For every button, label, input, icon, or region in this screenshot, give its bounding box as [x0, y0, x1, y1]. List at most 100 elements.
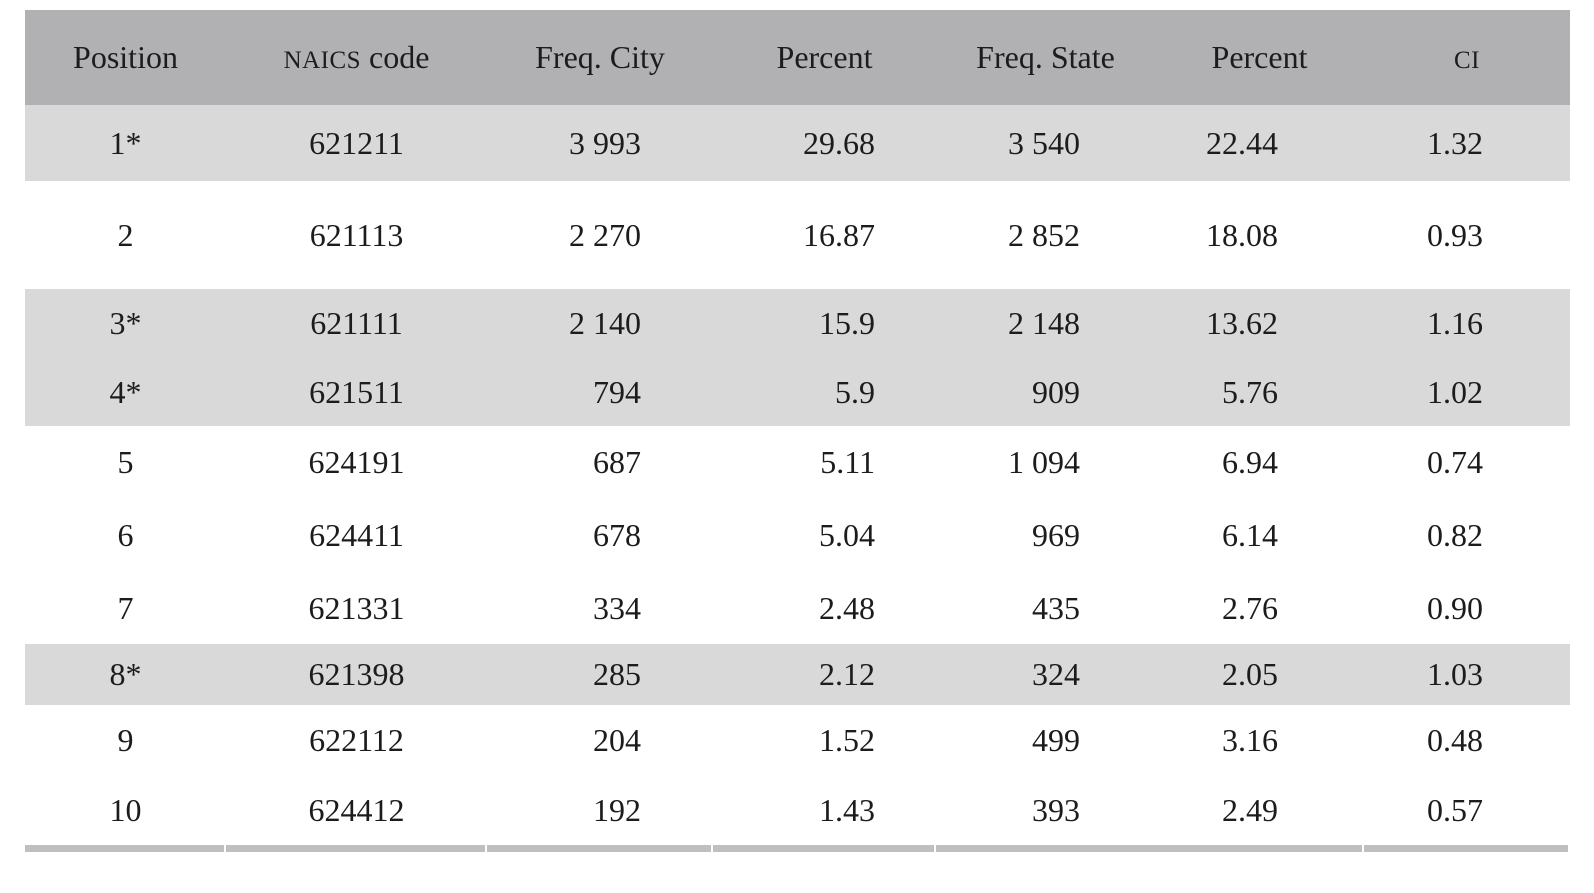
cell-freq-city: 2 270	[569, 216, 641, 253]
cell-freq-state: 1 094	[1008, 444, 1080, 480]
cell-freq-city: 678	[593, 517, 641, 553]
cell-naics-code: 624412	[308, 791, 405, 828]
cell-position: 8*	[109, 656, 142, 692]
cell-percent-state: 2.49	[1222, 791, 1278, 828]
cell-ci: 1.16	[1427, 305, 1483, 341]
cell-ci: 0.74	[1427, 444, 1483, 480]
cell-naics-code: 621398	[308, 656, 405, 692]
cell-freq-state: 2 148	[1008, 305, 1080, 341]
cell-freq-city: 794	[593, 373, 641, 410]
cell-position: 1*	[109, 124, 142, 161]
cell-naics-code: 621511	[309, 373, 404, 410]
column-header-ci: CI	[1364, 10, 1570, 105]
column-header-percent-state-label: Percent	[1211, 39, 1308, 75]
table-row: 1* 621211 3 993 29.68 3 540 22.44 1.32	[25, 105, 1570, 181]
cell-percent-state: 6.14	[1222, 517, 1278, 553]
cell-freq-state: 3 540	[1008, 124, 1080, 161]
cell-percent-city: 5.11	[820, 444, 875, 480]
cell-percent-state: 13.62	[1206, 305, 1278, 341]
page: Position NAICS code Freq. City Percent F…	[25, 10, 1570, 852]
cell-position: 10	[109, 791, 142, 828]
cell-ci: 0.48	[1427, 721, 1483, 758]
cell-freq-city: 204	[593, 721, 641, 758]
cell-position: 3*	[109, 305, 142, 341]
cell-position: 9	[117, 721, 134, 758]
column-header-percent-city: Percent	[713, 10, 936, 105]
cell-naics-code: 624191	[308, 444, 405, 480]
cell-naics-code: 621113	[309, 216, 404, 253]
cell-percent-city: 1.43	[819, 791, 875, 828]
cell-naics-code: 622112	[309, 721, 404, 758]
column-header-freq-state: Freq. State	[936, 10, 1155, 105]
cell-percent-city: 2.12	[819, 656, 875, 692]
bottom-rule-segment	[25, 845, 224, 852]
cell-percent-state: 5.76	[1222, 373, 1278, 410]
column-header-freq-city-label: Freq. City	[535, 39, 665, 75]
cell-position: 7	[117, 589, 134, 626]
table-row: 2 621113 2 270 16.87 2 852 18.08 0.93	[25, 181, 1570, 289]
column-header-naics-code: NAICS code	[226, 10, 487, 105]
bottom-rule-segment	[226, 845, 485, 852]
column-header-percent-city-label: Percent	[776, 39, 873, 75]
cell-freq-city: 687	[593, 444, 641, 480]
cell-position: 5	[117, 444, 134, 480]
bottom-rule-segment	[1364, 845, 1568, 852]
cell-percent-city: 15.9	[819, 305, 875, 341]
cell-naics-code: 621211	[309, 124, 404, 161]
column-header-freq-state-label: Freq. State	[976, 39, 1115, 75]
cell-freq-state: 324	[1032, 656, 1080, 692]
cell-freq-city: 2 140	[569, 305, 641, 341]
column-header-percent-state: Percent	[1155, 10, 1364, 105]
cell-percent-city: 29.68	[803, 124, 875, 161]
table-row: 10 624412 192 1.43 393 2.49 0.57	[25, 775, 1570, 845]
column-header-ci-smallcaps: CI	[1454, 47, 1480, 74]
column-header-freq-city: Freq. City	[487, 10, 713, 105]
cell-freq-state: 393	[1032, 791, 1080, 828]
table-row: 5 624191 687 5.11 1 094 6.94 0.74	[25, 426, 1570, 499]
cell-position: 4*	[109, 373, 142, 410]
cell-naics-code: 621331	[308, 589, 405, 626]
cell-freq-state: 969	[1032, 517, 1080, 553]
table-row: 6 624411 678 5.04 969 6.14 0.82	[25, 499, 1570, 572]
table-bottom-rule	[25, 845, 1570, 852]
cell-freq-state: 2 852	[1008, 216, 1080, 253]
cell-ci: 0.90	[1427, 589, 1483, 626]
cell-percent-state: 3.16	[1222, 721, 1278, 758]
column-header-naics-smallcaps: NAICS	[283, 47, 361, 74]
column-header-position-label: Position	[73, 39, 178, 75]
cell-percent-city: 5.9	[835, 373, 875, 410]
cell-position: 6	[117, 517, 134, 553]
cell-naics-code: 624411	[309, 517, 404, 553]
cell-percent-state: 22.44	[1206, 124, 1278, 161]
table-row: 3* 621111 2 140 15.9 2 148 13.62 1.16	[25, 289, 1570, 358]
cell-position: 2	[117, 216, 134, 253]
bottom-rule-segment	[487, 845, 711, 852]
table-row: 4* 621511 794 5.9 909 5.76 1.02	[25, 358, 1570, 426]
cell-percent-state: 18.08	[1206, 216, 1278, 253]
cell-percent-state: 6.94	[1222, 444, 1278, 480]
cell-ci: 1.02	[1427, 373, 1483, 410]
header-row: Position NAICS code Freq. City Percent F…	[25, 10, 1570, 105]
cell-percent-city: 16.87	[803, 216, 875, 253]
table-row: 7 621331 334 2.48 435 2.76 0.90	[25, 572, 1570, 644]
column-header-position: Position	[25, 10, 226, 105]
cell-freq-city: 285	[593, 656, 641, 692]
column-header-naics-label: code	[360, 39, 430, 75]
cell-percent-state: 2.05	[1222, 656, 1278, 692]
cell-ci: 0.82	[1427, 517, 1483, 553]
table-row: 8* 621398 285 2.12 324 2.05 1.03	[25, 644, 1570, 705]
cell-freq-state: 499	[1032, 721, 1080, 758]
cell-ci: 0.93	[1427, 216, 1483, 253]
cell-freq-city: 3 993	[569, 124, 641, 161]
cell-freq-city: 192	[593, 791, 641, 828]
cell-naics-code: 621111	[310, 305, 403, 341]
cell-percent-city: 2.48	[819, 589, 875, 626]
cell-ci: 1.32	[1427, 124, 1483, 161]
bottom-rule-segment	[713, 845, 934, 852]
cell-percent-state: 2.76	[1222, 589, 1278, 626]
naics-frequency-table: Position NAICS code Freq. City Percent F…	[25, 10, 1570, 845]
cell-percent-city: 1.52	[819, 721, 875, 758]
cell-ci: 1.03	[1427, 656, 1483, 692]
cell-freq-state: 909	[1032, 373, 1080, 410]
cell-percent-city: 5.04	[819, 517, 875, 553]
